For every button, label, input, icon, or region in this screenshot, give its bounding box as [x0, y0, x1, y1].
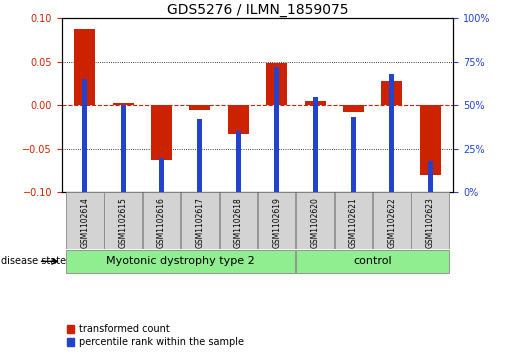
- FancyBboxPatch shape: [105, 192, 142, 249]
- Bar: [304, 101, 325, 105]
- Text: GSM1102620: GSM1102620: [311, 197, 320, 248]
- Text: GSM1102618: GSM1102618: [234, 197, 243, 248]
- Bar: [236, 131, 241, 192]
- FancyBboxPatch shape: [219, 192, 257, 249]
- Text: Myotonic dystrophy type 2: Myotonic dystrophy type 2: [107, 256, 255, 266]
- Bar: [74, 29, 95, 105]
- Bar: [121, 105, 126, 192]
- FancyBboxPatch shape: [181, 192, 219, 249]
- FancyBboxPatch shape: [335, 192, 372, 249]
- FancyBboxPatch shape: [143, 192, 180, 249]
- Bar: [381, 81, 402, 105]
- Bar: [266, 64, 287, 105]
- FancyBboxPatch shape: [66, 250, 296, 273]
- Text: GSM1102622: GSM1102622: [387, 197, 397, 248]
- Text: GSM1102619: GSM1102619: [272, 197, 281, 248]
- Text: control: control: [353, 256, 392, 266]
- Text: GSM1102617: GSM1102617: [195, 197, 204, 248]
- Bar: [427, 161, 433, 192]
- Text: GSM1102621: GSM1102621: [349, 197, 358, 248]
- Bar: [190, 105, 211, 110]
- Bar: [151, 105, 172, 160]
- FancyBboxPatch shape: [66, 192, 104, 249]
- Text: disease state: disease state: [1, 256, 66, 266]
- Text: GSM1102614: GSM1102614: [80, 197, 89, 248]
- Bar: [420, 105, 441, 175]
- Bar: [343, 105, 364, 112]
- Bar: [351, 118, 356, 192]
- Legend: transformed count, percentile rank within the sample: transformed count, percentile rank withi…: [66, 324, 244, 347]
- Bar: [228, 105, 249, 134]
- FancyBboxPatch shape: [258, 192, 296, 249]
- Bar: [197, 119, 202, 192]
- FancyBboxPatch shape: [296, 250, 449, 273]
- FancyBboxPatch shape: [373, 192, 410, 249]
- Bar: [113, 103, 134, 105]
- Text: GSM1102615: GSM1102615: [118, 197, 128, 248]
- Bar: [82, 79, 88, 192]
- Bar: [274, 67, 279, 192]
- Bar: [159, 158, 164, 192]
- FancyBboxPatch shape: [411, 192, 449, 249]
- Title: GDS5276 / ILMN_1859075: GDS5276 / ILMN_1859075: [167, 3, 348, 17]
- FancyBboxPatch shape: [296, 192, 334, 249]
- Bar: [313, 97, 318, 192]
- Text: GSM1102623: GSM1102623: [426, 197, 435, 248]
- Bar: [389, 74, 394, 192]
- Text: GSM1102616: GSM1102616: [157, 197, 166, 248]
